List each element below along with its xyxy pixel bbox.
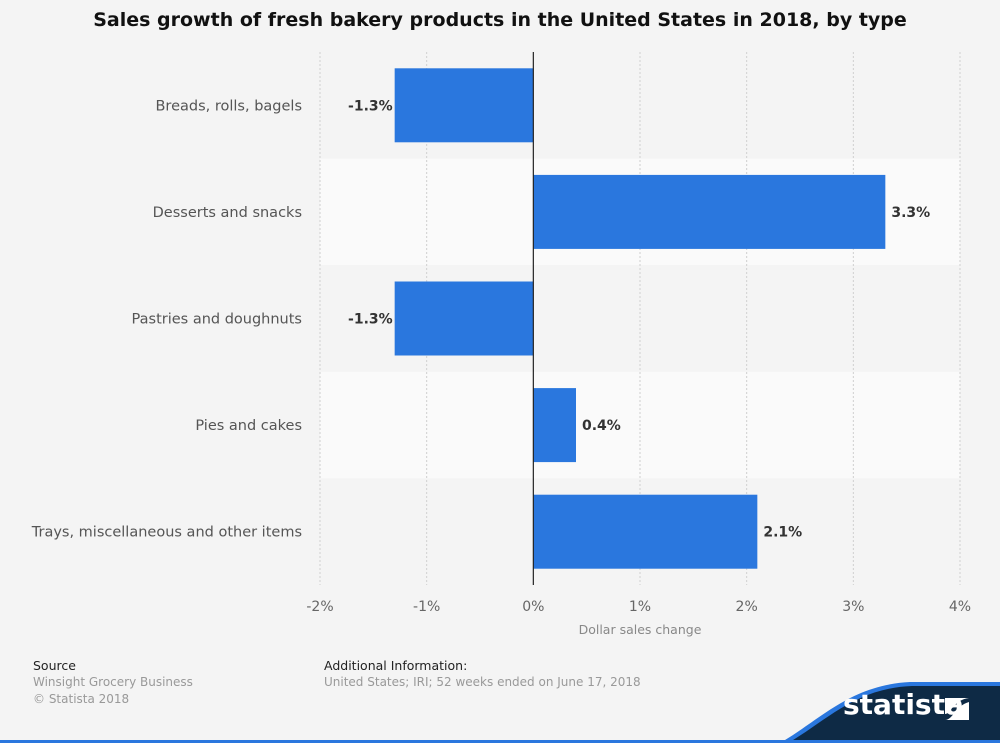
data-label: 0.4% xyxy=(582,418,621,434)
statista-banner xyxy=(780,682,1000,743)
bar xyxy=(533,494,758,569)
info-heading: Additional Information: xyxy=(324,658,468,673)
x-tick-label: 3% xyxy=(842,599,864,615)
copyright-line: © Statista 2018 xyxy=(33,692,130,706)
x-tick-label: 4% xyxy=(949,599,971,615)
data-label: -1.3% xyxy=(348,312,393,328)
statista-logo-icon xyxy=(945,698,969,720)
statista-logo[interactable]: statista xyxy=(843,688,964,721)
bar xyxy=(533,388,576,463)
bar xyxy=(394,281,534,356)
bar xyxy=(533,174,886,249)
data-label: -1.3% xyxy=(348,98,393,114)
data-label: 3.3% xyxy=(891,205,930,221)
x-tick-label: 0% xyxy=(522,599,544,615)
x-tick-label: 1% xyxy=(629,599,651,615)
source-block: Source Winsight Grocery Business © Stati… xyxy=(33,657,193,708)
data-label: 2.1% xyxy=(763,525,802,541)
category-label: Breads, rolls, bagels xyxy=(155,98,302,114)
info-block: Additional Information: United States; I… xyxy=(324,657,641,691)
x-tick-label: -1% xyxy=(413,599,440,615)
category-label: Trays, miscellaneous and other items xyxy=(31,525,302,541)
bar-chart: -2% -1% 0% 1% 2% 3% 4% -1.3% Breads, rolls, bage… xyxy=(31,52,971,637)
source-line[interactable]: Winsight Grocery Business xyxy=(33,675,193,689)
category-label: Pastries and doughnuts xyxy=(132,312,302,328)
x-tick-label: -2% xyxy=(306,599,333,615)
info-text: United States; IRI; 52 weeks ended on Ju… xyxy=(324,675,641,689)
category-label: Desserts and snacks xyxy=(153,205,302,221)
chart-title: Sales growth of fresh bakery products in… xyxy=(93,9,907,31)
bottom-accent-line xyxy=(0,740,1000,743)
category-label: Pies and cakes xyxy=(195,418,302,434)
x-axis-label: Dollar sales change xyxy=(579,622,702,637)
source-heading: Source xyxy=(33,658,76,673)
bar xyxy=(394,68,534,143)
x-tick-label: 2% xyxy=(736,599,758,615)
